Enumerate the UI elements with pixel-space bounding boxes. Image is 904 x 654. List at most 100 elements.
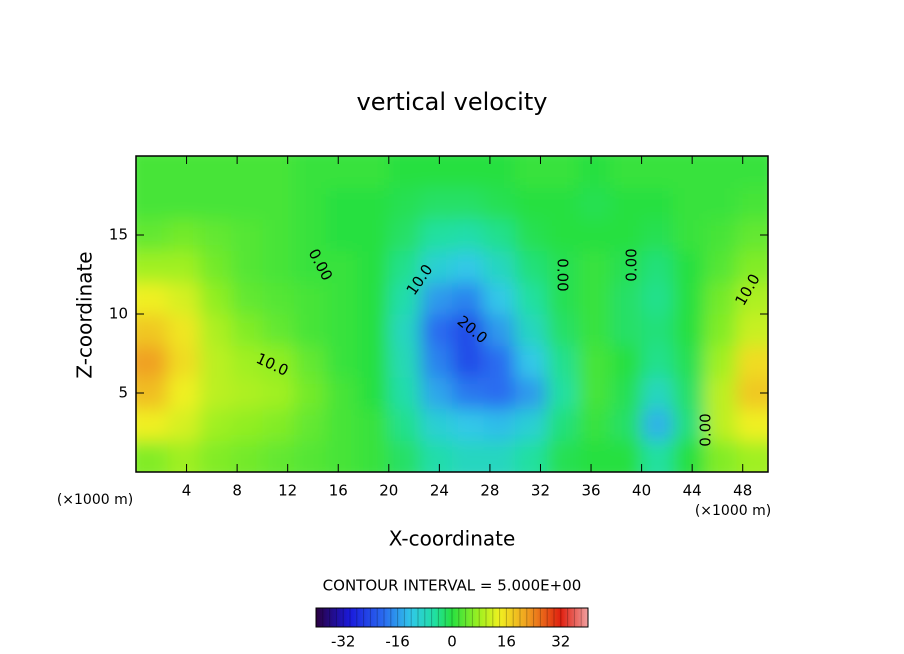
field-cell (704, 187, 737, 220)
x-axis-label: X-coordinate (389, 527, 516, 551)
y-tick-label: 10 (109, 305, 128, 323)
field-cell (736, 187, 768, 220)
field-cell (546, 219, 579, 252)
field-cell (704, 282, 737, 315)
field-cell (483, 377, 516, 410)
field-cell (230, 345, 263, 378)
field-cell (325, 156, 358, 189)
field-cell (578, 314, 611, 347)
field-cell (136, 187, 169, 220)
y-axis-label: Z-coordinate (73, 251, 97, 378)
field-cell (610, 250, 643, 283)
field-cell (515, 187, 548, 220)
field-cell (325, 187, 358, 220)
field-cell (262, 377, 295, 410)
field-cell (262, 314, 295, 347)
x-tick-label: 48 (733, 482, 752, 500)
field-cell (578, 440, 611, 472)
field-cell (452, 440, 485, 472)
field-cell (420, 282, 453, 315)
field-cell (230, 282, 263, 315)
field-cell (294, 408, 327, 441)
field-cell (452, 345, 485, 378)
field-cell (452, 314, 485, 347)
field-cell (262, 250, 295, 283)
field-cell (546, 282, 579, 315)
field-cell (546, 314, 579, 347)
field-cell (262, 187, 295, 220)
colorbar-tick-label: 0 (447, 633, 457, 651)
field-cell (294, 282, 327, 315)
field-cell (673, 440, 706, 472)
field-cell (610, 219, 643, 252)
colorbar-title: CONTOUR INTERVAL = 5.000E+00 (323, 577, 582, 595)
field-cell (388, 156, 421, 189)
field-cell (673, 408, 706, 441)
colorbar (315, 607, 589, 628)
field-cell (641, 345, 674, 378)
field-cell (610, 377, 643, 410)
field-cell (325, 408, 358, 441)
field-cell (736, 408, 768, 441)
field-cell (483, 314, 516, 347)
field-cell (578, 156, 611, 189)
field-cell (294, 314, 327, 347)
cells (136, 156, 768, 472)
field (136, 156, 768, 472)
x-tick-label: 28 (480, 482, 499, 500)
field-cell (167, 282, 200, 315)
field-cell (262, 282, 295, 315)
field-cell (230, 156, 263, 189)
chart-title: vertical velocity (357, 88, 548, 116)
field-cell (515, 156, 548, 189)
field-cell (199, 282, 232, 315)
field-cell (515, 219, 548, 252)
field-cell (610, 345, 643, 378)
field-cell (483, 440, 516, 472)
field-cell (294, 345, 327, 378)
field-cell (736, 282, 768, 315)
field-cell (199, 408, 232, 441)
contour-label: 0.00 (697, 413, 715, 446)
field-cell (262, 345, 295, 378)
field-cell (357, 219, 390, 252)
contour-label: 0.00 (623, 248, 641, 281)
field-cell (262, 156, 295, 189)
field-cell (515, 345, 548, 378)
x-tick-label: 4 (182, 482, 192, 500)
field-cell (325, 345, 358, 378)
field-cell (388, 219, 421, 252)
x-tick-label: 24 (430, 482, 449, 500)
field-cell (420, 219, 453, 252)
field-cell (578, 219, 611, 252)
field-cell (515, 377, 548, 410)
field-cell (325, 219, 358, 252)
x-tick-label: 8 (232, 482, 242, 500)
field-cell (641, 219, 674, 252)
field-cell (452, 156, 485, 189)
field-cell (167, 440, 200, 472)
field-cell (641, 440, 674, 472)
field-cell (199, 187, 232, 220)
field-cell (546, 377, 579, 410)
field-cell (736, 345, 768, 378)
field-cell (704, 440, 737, 472)
field-cell (167, 219, 200, 252)
field-cell (452, 250, 485, 283)
field-cell (673, 282, 706, 315)
colorbar-tick-label: 16 (497, 633, 516, 651)
field-cell (199, 314, 232, 347)
field-cell (136, 345, 169, 378)
field-cell (641, 314, 674, 347)
x-tick-label: 32 (531, 482, 550, 500)
field-cell (420, 377, 453, 410)
field-cell (704, 314, 737, 347)
field-cell (388, 250, 421, 283)
field-cell (704, 156, 737, 189)
field-cell (294, 377, 327, 410)
field-cell (483, 219, 516, 252)
y-tick-label: 15 (109, 226, 128, 244)
field-cell (357, 314, 390, 347)
field-cell (388, 314, 421, 347)
